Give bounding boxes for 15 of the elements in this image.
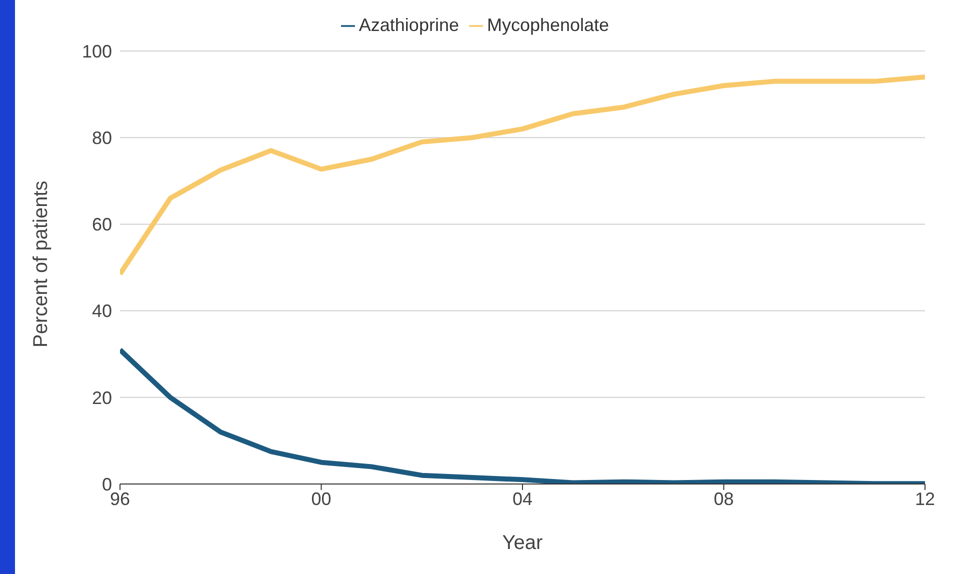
y-axis-title: Percent of patients — [30, 180, 52, 348]
y-tick-label: 40 — [92, 301, 112, 322]
y-tick-label: 20 — [92, 388, 112, 408]
y-tick-label: 80 — [92, 128, 112, 148]
x-axis-title: Year — [502, 532, 544, 554]
legend-label: Azathioprine — [358, 15, 459, 35]
x-tick-label: 96 — [110, 488, 130, 509]
y-tick-label: 60 — [92, 214, 112, 235]
x-tick-label: 04 — [512, 488, 533, 509]
y-tick-label: 0 — [102, 474, 112, 494]
legend-label: Mycophenolate — [486, 15, 610, 35]
x-tick-label: 00 — [311, 488, 332, 509]
x-tick-label: 12 — [914, 488, 936, 509]
y-tick-label: 100 — [82, 41, 112, 62]
x-tick-label: 08 — [714, 488, 734, 509]
